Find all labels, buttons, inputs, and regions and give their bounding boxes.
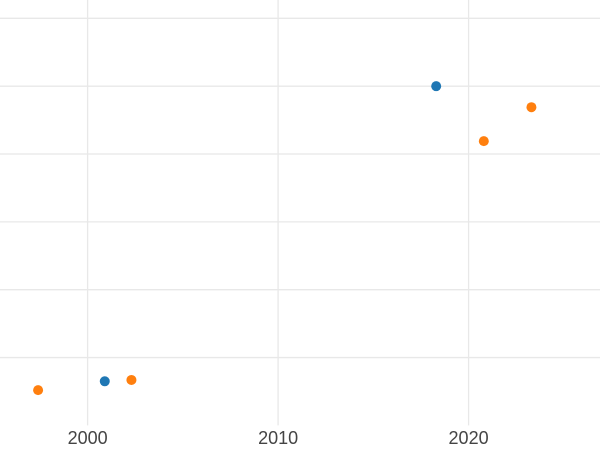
orange-series-point[interactable] xyxy=(33,385,44,396)
x-tick-label: 2020 xyxy=(449,428,489,448)
orange-series-point[interactable] xyxy=(526,102,537,113)
x-tick-label: 2010 xyxy=(258,428,298,448)
x-tick-label: 2000 xyxy=(68,428,108,448)
blue-series-point[interactable] xyxy=(99,376,110,387)
orange-series-point[interactable] xyxy=(126,374,137,385)
orange-series-point[interactable] xyxy=(478,136,489,147)
blue-series-point[interactable] xyxy=(431,81,442,92)
